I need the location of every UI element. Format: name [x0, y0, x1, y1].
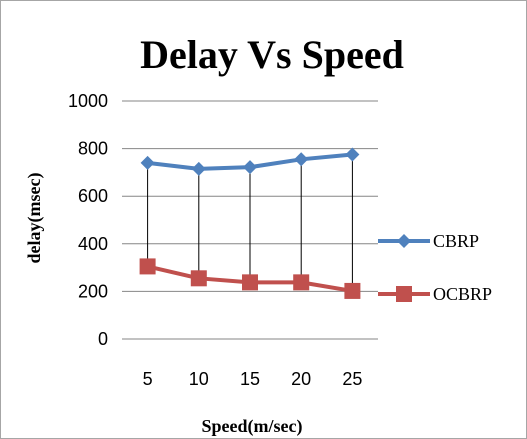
y-tick-label: 600	[78, 186, 108, 206]
y-tick-label: 400	[78, 234, 108, 254]
cbrp-data-point	[140, 155, 155, 170]
y-tick-label: 200	[78, 281, 108, 301]
cbrp-data-point	[345, 147, 360, 162]
y-axis-ticks: 0 200 400 600 800 1000	[68, 91, 108, 349]
ocbrp-data-point	[139, 258, 156, 275]
cbrp-data-point	[191, 161, 206, 176]
x-axis-title: Speed(m/sec)	[202, 416, 303, 437]
ocbrp-legend-marker	[396, 286, 412, 302]
gridlines	[122, 100, 378, 340]
cbrp-data-point	[294, 152, 309, 167]
x-tick-label: 25	[342, 369, 362, 389]
cbrp-legend-marker	[397, 234, 411, 248]
y-axis-title: delay(msec)	[24, 173, 45, 264]
x-tick-label: 5	[143, 369, 153, 389]
ocbrp-legend-label: OCBRP	[433, 284, 492, 304]
series-group	[139, 147, 361, 299]
ocbrp-data-point	[293, 274, 310, 291]
x-tick-label: 20	[291, 369, 311, 389]
y-tick-label: 1000	[68, 91, 108, 111]
cbrp-data-point	[243, 160, 257, 175]
drop-lines	[147, 154, 353, 291]
cbrp-legend-label: CBRP	[433, 231, 479, 251]
chart-title: Delay Vs Speed	[140, 32, 404, 77]
x-tick-label: 15	[240, 369, 260, 389]
x-tick-label: 10	[189, 369, 209, 389]
ocbrp-data-point	[344, 282, 361, 299]
legend: CBRP OCBRP	[378, 231, 492, 304]
ocbrp-data-point	[242, 274, 258, 291]
ocbrp-data-point	[190, 270, 207, 287]
y-tick-label: 0	[98, 329, 108, 349]
y-tick-label: 800	[78, 139, 108, 159]
x-axis-ticks: 5 10 15 20 25	[143, 369, 363, 389]
